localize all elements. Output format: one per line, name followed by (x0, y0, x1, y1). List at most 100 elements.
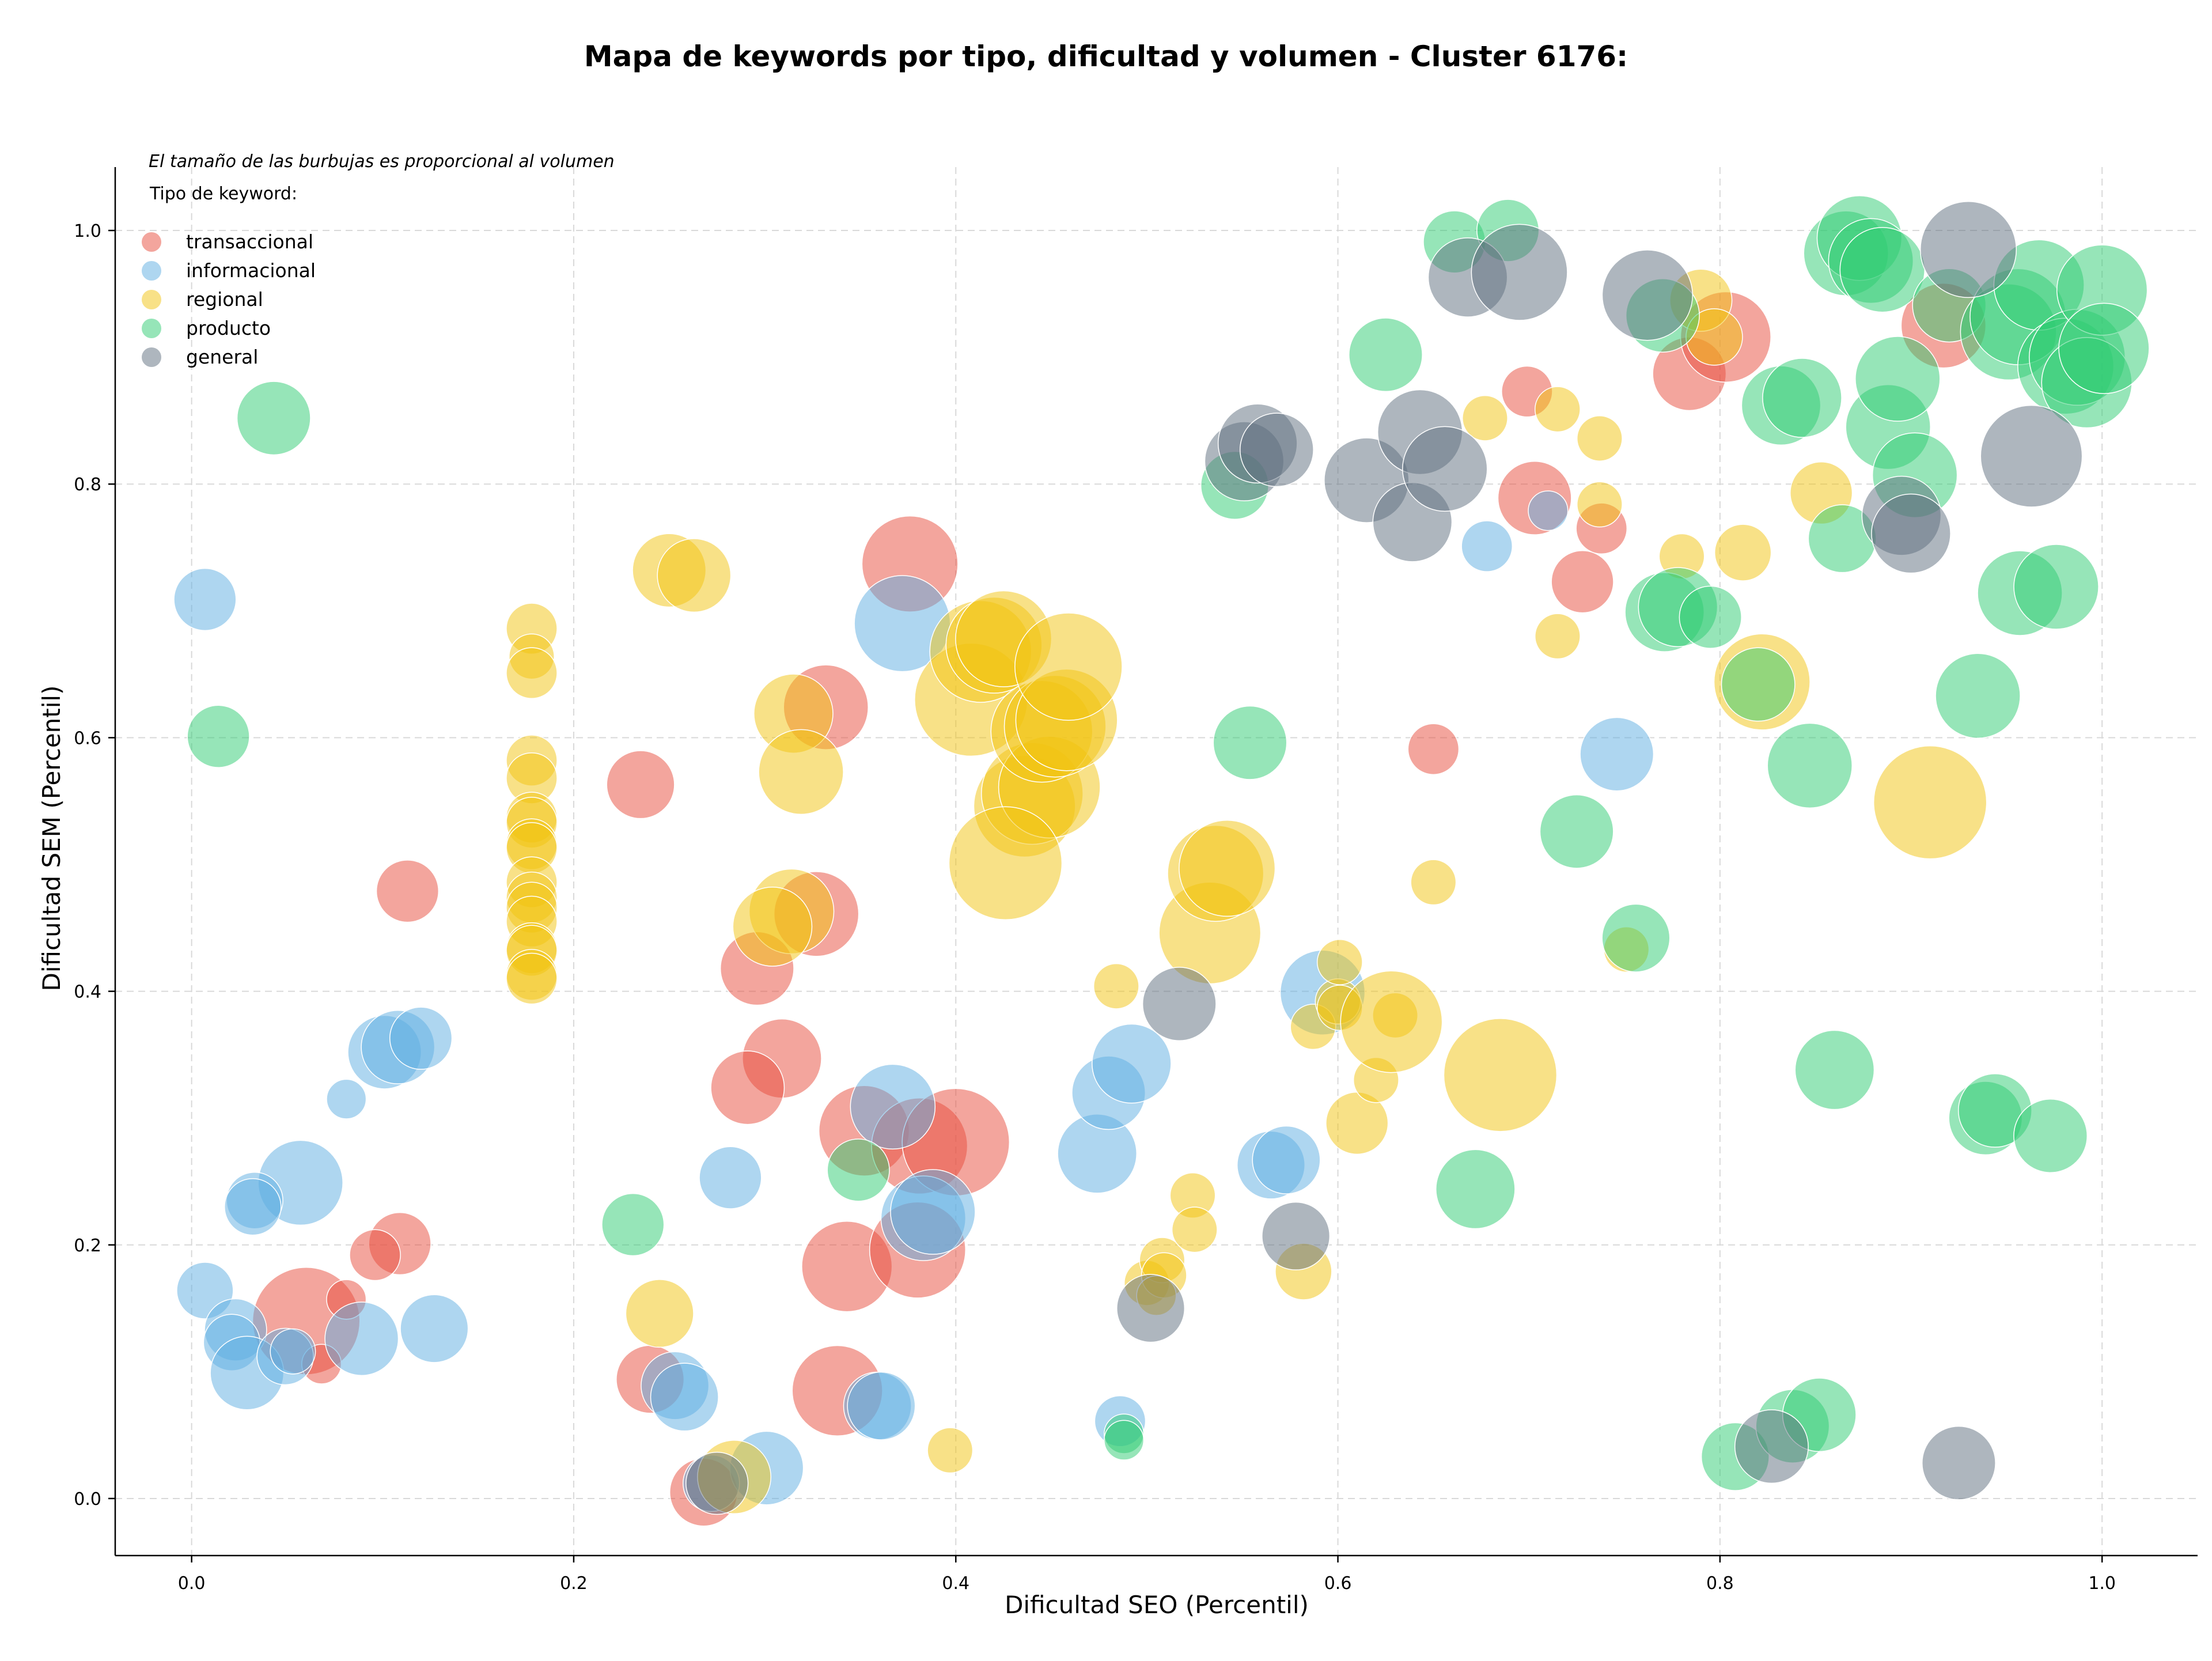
y-tick-label: 0.4 (74, 982, 101, 1002)
data-point-producto (601, 1193, 665, 1257)
data-point-transaccional (376, 860, 440, 923)
data-point-transaccional (349, 1229, 401, 1281)
data-point-informacional (400, 1294, 469, 1363)
data-point-producto (1601, 903, 1671, 973)
series-general (685, 201, 2083, 1515)
series-regional (506, 268, 1987, 1514)
data-point-producto (1935, 653, 2021, 739)
axes (108, 167, 2198, 1562)
data-point-regional (1535, 613, 1581, 660)
data-point-informacional (847, 1371, 916, 1440)
legend-label-informacional: informacional (186, 259, 316, 282)
data-point-regional (758, 729, 844, 815)
x-tick-label: 1.0 (2088, 1573, 2116, 1594)
data-point-general (1601, 249, 1693, 341)
data-point-transaccional (1551, 550, 1614, 614)
data-point-producto (2058, 302, 2150, 394)
data-point-producto (1762, 358, 1842, 438)
data-point-producto (1104, 1420, 1145, 1461)
data-point-regional (1171, 1206, 1218, 1253)
data-point-regional (1340, 970, 1443, 1073)
data-point-producto (1349, 317, 1423, 392)
data-point-regional (1873, 745, 1987, 860)
data-point-general (1871, 493, 1951, 574)
x-tick-label: 0.2 (560, 1573, 588, 1594)
data-point-producto (1855, 336, 1941, 422)
y-axis-label: Dificultad SEM (Percentil) (37, 686, 66, 992)
data-point-producto (1839, 227, 1926, 313)
data-point-informacional (850, 1064, 936, 1150)
data-point-producto (1721, 647, 1796, 722)
data-point-producto (1213, 705, 1287, 780)
data-point-transaccional (1407, 723, 1460, 775)
data-point-regional (1410, 859, 1457, 906)
y-tick-label: 0.0 (74, 1489, 101, 1509)
data-point-general (1980, 404, 2083, 508)
legend-label-transaccional: transaccional (186, 230, 313, 253)
x-tick-label: 0.8 (1706, 1573, 1734, 1594)
y-tick-label: 1.0 (74, 221, 101, 241)
bubble-size-note: El tamaño de las burbujas es proporciona… (149, 152, 615, 172)
data-point-transaccional (606, 750, 675, 819)
data-point-general (1734, 1409, 1809, 1484)
data-point-regional (1014, 612, 1123, 721)
data-point-regional (1576, 481, 1623, 528)
x-tick-label: 0.4 (942, 1573, 969, 1594)
data-point-producto (827, 1138, 890, 1202)
data-point-regional (732, 886, 813, 967)
data-point-regional (1316, 939, 1363, 985)
legend: Tipo de keyword: transaccional informacio… (142, 184, 316, 368)
legend-label-general: general (186, 346, 258, 368)
y-tick-label: 0.8 (74, 475, 101, 495)
data-point-general (1402, 426, 1488, 512)
data-point-producto (187, 705, 250, 768)
data-point-regional (948, 806, 1063, 921)
legend-marker-regional (142, 290, 161, 309)
data-point-regional (1714, 524, 1772, 581)
legend-title: Tipo de keyword: (149, 184, 297, 204)
data-point-general (685, 1451, 749, 1515)
data-point-regional (506, 952, 558, 1005)
chart-title: Mapa de keywords por tipo, dificultad y … (584, 40, 1628, 73)
data-point-informacional (324, 1301, 399, 1376)
data-point-producto (2013, 1099, 2088, 1173)
x-axis-label: Dificultad SEO (Percentil) (1005, 1591, 1309, 1619)
data-point-producto (2013, 544, 2099, 630)
data-point-regional (1461, 395, 1508, 441)
legend-marker-informacional (142, 261, 161, 281)
data-point-general (1116, 1274, 1185, 1343)
data-point-producto (1435, 1149, 1516, 1229)
x-tick-label: 0.0 (178, 1573, 206, 1594)
data-point-regional (927, 1427, 974, 1474)
data-point-producto (236, 381, 311, 456)
data-point-general (1262, 1201, 1331, 1270)
data-point-regional (1443, 1018, 1558, 1132)
data-points (173, 195, 2150, 1527)
data-point-general (1142, 967, 1217, 1042)
x-tick-label: 0.6 (1324, 1573, 1352, 1594)
tick-labels: 0.0 0.2 0.4 0.6 0.8 1.0 0.0 0.2 0.4 0.6 0.8 1.0 (74, 221, 2116, 1594)
data-point-informacional (224, 1178, 282, 1236)
legend-marker-producto (142, 319, 161, 338)
data-point-informacional (1092, 1023, 1172, 1104)
data-point-informacional (1252, 1125, 1321, 1194)
data-point-transaccional (710, 1050, 785, 1125)
legend-label-producto: producto (186, 317, 271, 339)
data-point-regional (1179, 820, 1276, 917)
data-point-informacional (890, 1169, 976, 1255)
data-point-producto (1679, 585, 1742, 649)
data-point-producto (1794, 1030, 1875, 1110)
data-point-regional (1093, 963, 1139, 1009)
data-point-informacional (699, 1146, 762, 1209)
data-point-regional (1576, 415, 1623, 461)
data-point-informacional (1528, 490, 1569, 531)
legend-marker-general (142, 347, 161, 367)
data-point-general (1921, 1425, 1996, 1500)
legend-marker-transaccional (142, 232, 161, 252)
data-point-producto (1767, 722, 1853, 809)
data-point-informacional (1461, 520, 1513, 572)
data-point-informacional (650, 1363, 719, 1432)
data-point-regional (625, 1279, 694, 1348)
y-tick-label: 0.2 (74, 1236, 101, 1256)
